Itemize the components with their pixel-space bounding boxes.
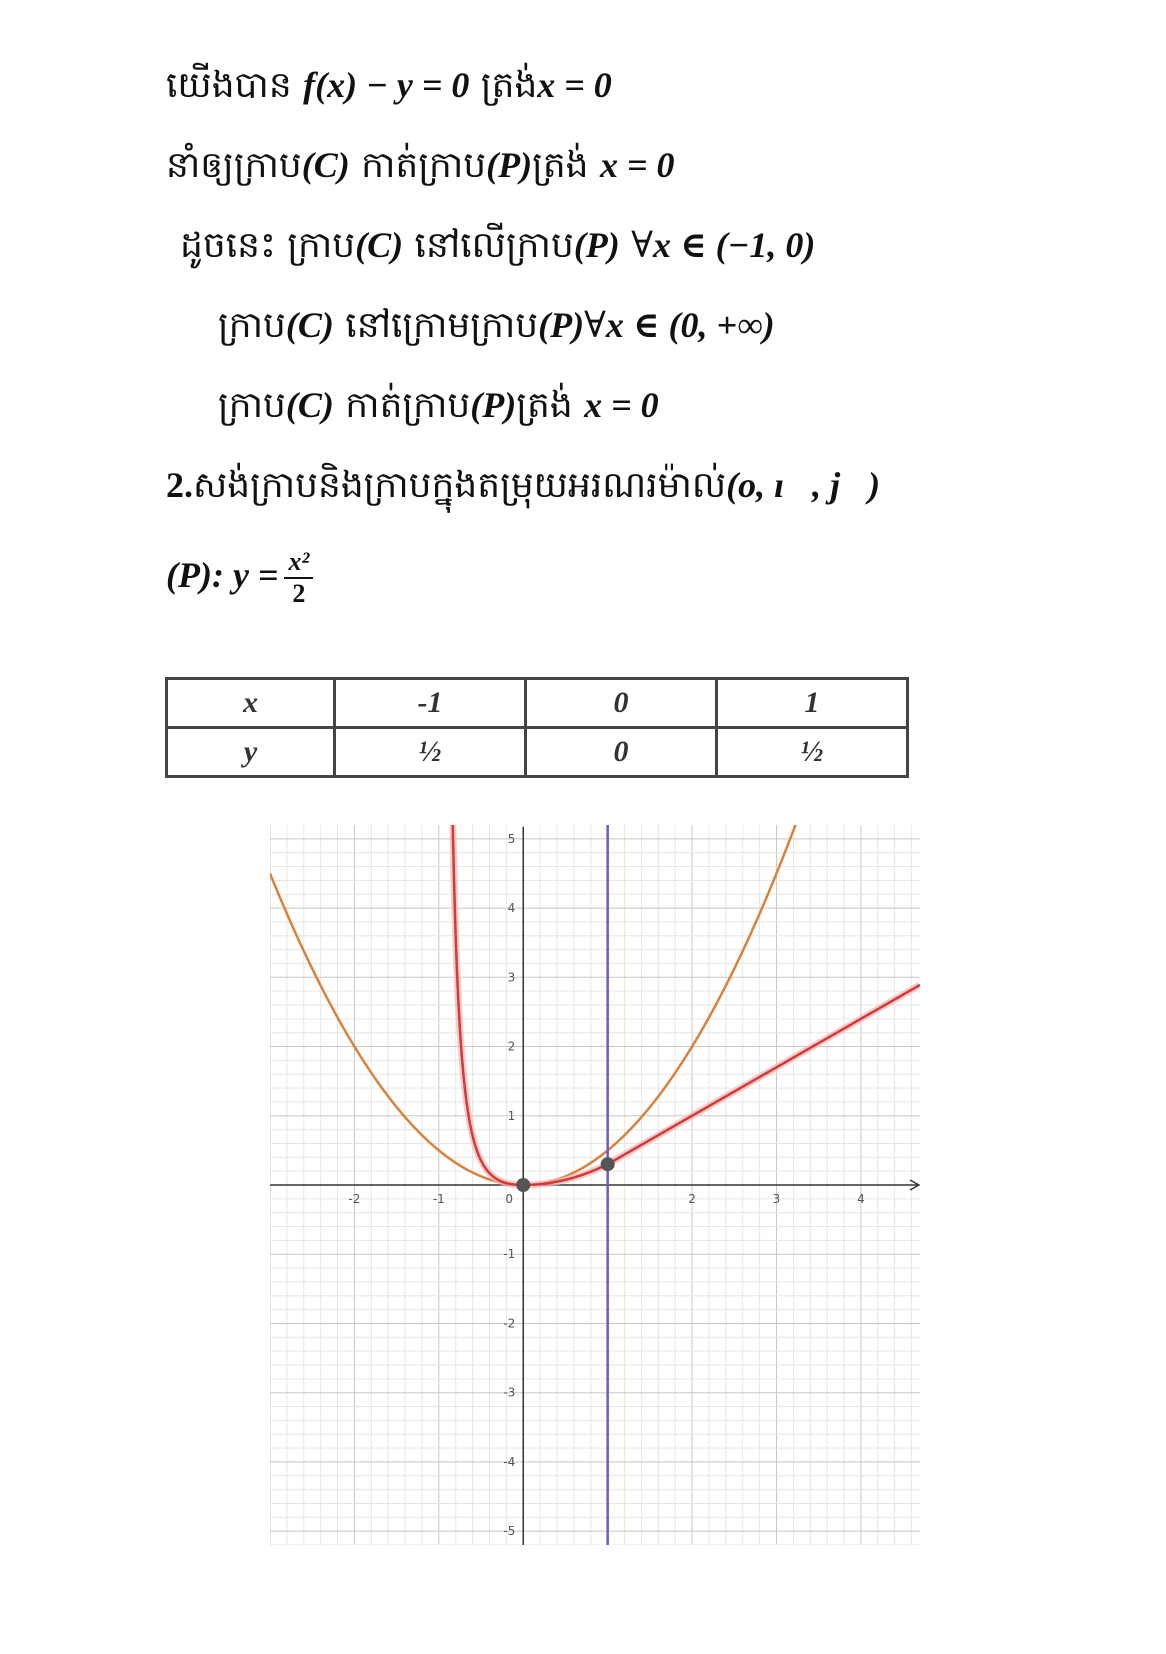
table-cell: y bbox=[164, 726, 337, 778]
line-2-curve-p: (P) bbox=[486, 145, 533, 185]
curve-c bbox=[451, 825, 920, 1187]
line-5-condition: x = 0 bbox=[584, 385, 659, 425]
tick-labels: -2 -1 0 2 3 4 5 4 3 2 1 -1 -2 -3 -4 -5 bbox=[348, 832, 864, 1538]
function-graph: -2 -1 0 2 3 4 5 4 3 2 1 -1 -2 -3 -4 -5 bbox=[270, 825, 920, 1545]
table-cell: 1 bbox=[714, 677, 910, 729]
value-table: x -1 0 1 y ½ 0 ½ bbox=[164, 677, 910, 778]
y-tick-label: 5 bbox=[508, 832, 516, 846]
y-tick-label: 1 bbox=[508, 1109, 516, 1123]
y-tick-label: -5 bbox=[503, 1524, 515, 1538]
line-4-prefix: ក្រាប bbox=[218, 305, 286, 346]
table-cell: 0 bbox=[524, 677, 718, 729]
y-tick-label: 4 bbox=[508, 901, 516, 915]
x-tick-label: -2 bbox=[348, 1192, 360, 1206]
table-cell: -1 bbox=[333, 677, 528, 729]
line-1-mid: ត្រង់ bbox=[469, 65, 538, 106]
line-3-mid: នៅលើក្រាប bbox=[403, 225, 574, 266]
section-heading: 2.សង់ក្រាបនិងក្រាបក្នុងតម្រុយអរណរម៉ាល់(o… bbox=[166, 461, 880, 510]
line-4-curve-p: (P) bbox=[538, 305, 585, 345]
line-2-prefix: នាំឲ្យក្រាប bbox=[166, 145, 302, 186]
axes bbox=[270, 827, 920, 1545]
parabola-fraction: x² 2 bbox=[284, 547, 314, 609]
line-5-post: ត្រង់ bbox=[516, 385, 585, 426]
line-3-prefix: ដូចនេះ ក្រាប bbox=[180, 225, 356, 266]
parabola-equation: (P): y = x² 2 bbox=[166, 545, 314, 609]
line-3-curve-p: (P) bbox=[573, 225, 620, 265]
line-5-curve-p: (P) bbox=[470, 385, 517, 425]
curves bbox=[270, 825, 920, 1545]
line-4: ក្រាប(C) នៅក្រោមក្រាប(P)∀x ∈ (0, +∞) bbox=[218, 301, 775, 350]
section-frame: (o, ı⃗, j⃗) bbox=[726, 465, 881, 505]
line-4-mid: នៅក្រោមក្រាប bbox=[333, 305, 539, 346]
line-2: នាំឲ្យក្រាប(C) កាត់ក្រាប(P)ត្រង់ x = 0 bbox=[166, 141, 675, 190]
table-cell: 0 bbox=[524, 726, 718, 778]
line-4-curve-c: (C) bbox=[285, 305, 334, 345]
line-3-curve-c: (C) bbox=[355, 225, 404, 265]
x-tick-label: 3 bbox=[773, 1192, 781, 1206]
line-3: ដូចនេះ ក្រាប(C) នៅលើក្រាប(P) ∀x ∈ (−1, 0… bbox=[180, 221, 815, 270]
line-1-prefix: យើងបាន bbox=[166, 65, 304, 106]
y-tick-label: -3 bbox=[503, 1386, 515, 1400]
table-row: y ½ 0 ½ bbox=[164, 726, 910, 778]
line-1-condition: x = 0 bbox=[537, 65, 612, 105]
line-4-post: ∀ bbox=[584, 305, 606, 346]
fraction-numerator: x² bbox=[284, 547, 314, 579]
line-5-mid: កាត់ក្រាប bbox=[333, 385, 471, 426]
line-2-condition: x = 0 bbox=[599, 145, 675, 185]
parabola-label: (P): y = bbox=[166, 555, 279, 595]
line-2-curve-c: (C) bbox=[301, 145, 350, 185]
x-tick-label: 2 bbox=[688, 1192, 696, 1206]
line-5-curve-c: (C) bbox=[285, 385, 334, 425]
table-cell: x bbox=[164, 677, 337, 729]
line-1: យើងបាន f(x) − y = 0 ត្រង់x = 0 bbox=[166, 61, 612, 110]
line-1-equation: f(x) − y = 0 bbox=[303, 65, 470, 105]
graph-point bbox=[516, 1178, 531, 1192]
x-tick-label: -1 bbox=[433, 1192, 445, 1206]
section-number: 2. bbox=[166, 465, 193, 505]
y-tick-label: -2 bbox=[503, 1316, 515, 1330]
line-2-post: ត្រង់ bbox=[532, 145, 600, 186]
graph-point bbox=[600, 1157, 615, 1172]
y-tick-label: -4 bbox=[503, 1455, 515, 1469]
x-tick-label: 4 bbox=[857, 1192, 865, 1206]
line-5: ក្រាប(C) កាត់ក្រាប(P)ត្រង់ x = 0 bbox=[218, 381, 659, 430]
line-5-prefix: ក្រាប bbox=[218, 385, 286, 426]
y-tick-label: -1 bbox=[503, 1247, 515, 1261]
table-cell: ½ bbox=[333, 726, 528, 778]
fraction-denominator: 2 bbox=[292, 579, 306, 608]
table-row: x -1 0 1 bbox=[164, 677, 910, 729]
x-tick-label: 0 bbox=[505, 1192, 513, 1206]
line-3-interval: x ∈ (−1, 0) bbox=[652, 225, 816, 265]
y-tick-label: 3 bbox=[508, 970, 516, 984]
section-text: សង់ក្រាបនិងក្រាបក្នុងតម្រុយអរណរម៉ាល់ bbox=[193, 465, 727, 506]
y-tick-label: 2 bbox=[508, 1040, 516, 1054]
line-3-post: ∀ bbox=[619, 225, 653, 266]
table-cell: ½ bbox=[714, 726, 910, 778]
line-2-mid: កាត់ក្រាប bbox=[349, 145, 487, 186]
line-4-interval: x ∈ (0, +∞) bbox=[605, 305, 775, 345]
x-axis-arrow bbox=[909, 1179, 920, 1191]
